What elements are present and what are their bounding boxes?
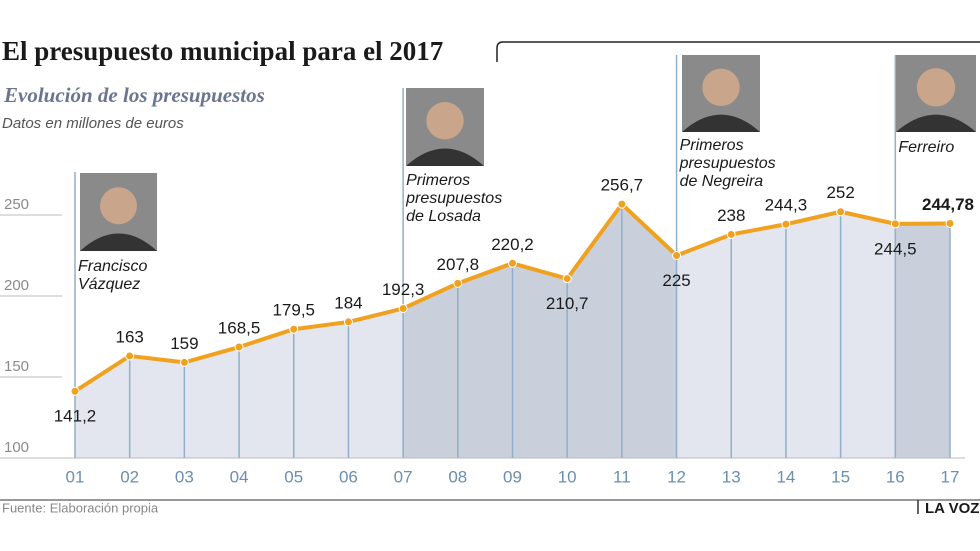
value-label: 220,2 xyxy=(491,235,534,254)
annotation-text: Francisco xyxy=(78,258,147,275)
point xyxy=(234,342,244,352)
point xyxy=(343,317,353,327)
value-label: 225 xyxy=(662,271,690,290)
annotation-text: de Losada xyxy=(406,208,481,225)
x-tick-label: 07 xyxy=(394,467,413,486)
point xyxy=(289,324,299,334)
value-label: 192,3 xyxy=(382,280,425,299)
portrait-body xyxy=(80,233,157,251)
x-tick-label: 02 xyxy=(120,467,139,486)
value-label: 252 xyxy=(826,183,854,202)
point xyxy=(726,229,736,239)
annotation-text: presupuestos xyxy=(679,155,776,172)
annotation-text: de Negreira xyxy=(680,173,764,190)
point xyxy=(617,199,627,209)
portrait-body xyxy=(406,148,484,166)
x-tick-label: 06 xyxy=(339,467,358,486)
x-tick-label: 04 xyxy=(230,467,249,486)
y-tick-label: 100 xyxy=(4,439,29,456)
annotation-text: Vázquez xyxy=(78,276,140,293)
portrait-face xyxy=(702,68,740,107)
units-note: Datos en millones de euros xyxy=(2,115,184,132)
title-frame xyxy=(496,41,980,62)
portrait-face xyxy=(426,102,464,140)
x-tick-label: 09 xyxy=(503,467,522,486)
point xyxy=(453,278,463,288)
annotation-text: Primeros xyxy=(406,172,470,189)
value-label: 256,7 xyxy=(601,176,644,195)
x-tick-label: 08 xyxy=(448,467,467,486)
point xyxy=(781,219,791,229)
x-tick-label: 17 xyxy=(941,467,960,486)
value-label: 141,2 xyxy=(54,407,97,426)
value-label: 168,5 xyxy=(218,319,261,338)
value-label: 163 xyxy=(116,327,144,346)
point xyxy=(70,386,80,396)
logo: LA VOZ xyxy=(925,500,979,517)
plot: 100 150 200 250 01 02 03 04 05 06 07 08 09 10 11 12 13 14… xyxy=(0,55,976,486)
area-band xyxy=(403,204,677,458)
x-tick-label: 12 xyxy=(667,467,686,486)
point xyxy=(179,357,189,367)
annotation-text: presupuestos xyxy=(405,190,502,207)
portrait-body xyxy=(896,114,976,132)
portrait-face xyxy=(100,187,137,225)
y-tick-label: 250 xyxy=(4,196,29,213)
annotation-text: Primeros xyxy=(680,137,744,154)
value-label: 184 xyxy=(334,293,362,312)
value-label: 244,78 xyxy=(922,195,974,214)
point xyxy=(945,218,955,228)
x-tick-label: 10 xyxy=(558,467,577,486)
x-tick-label: 14 xyxy=(776,467,795,486)
x-tick-label: 16 xyxy=(886,467,905,486)
value-label: 207,8 xyxy=(437,255,480,274)
value-label: 238 xyxy=(717,206,745,225)
annotation-text: Ferreiro xyxy=(898,139,954,156)
point xyxy=(508,258,517,268)
x-tick-label: 13 xyxy=(722,467,741,486)
point xyxy=(398,303,408,313)
point xyxy=(672,251,682,260)
point xyxy=(562,274,572,284)
chart-title: El presupuesto municipal para el 2017 xyxy=(2,36,443,66)
value-label: 244,5 xyxy=(874,239,917,258)
x-tick-label: 15 xyxy=(831,467,850,486)
value-label: 244,3 xyxy=(765,196,808,215)
value-label: 210,7 xyxy=(546,294,589,313)
point xyxy=(890,219,900,229)
x-tick-label: 11 xyxy=(613,467,631,486)
x-tick-label: 05 xyxy=(284,467,303,486)
source: Fuente: Elaboración propia xyxy=(2,500,159,515)
value-label: 179,5 xyxy=(272,301,315,320)
point xyxy=(836,207,846,217)
area-band xyxy=(895,223,950,458)
value-label: 159 xyxy=(170,334,198,353)
chart-subtitle: Evolución de los presupuestos xyxy=(3,83,265,107)
y-tick-label: 200 xyxy=(4,277,29,294)
y-tick-label: 150 xyxy=(4,358,29,375)
x-tick-label: 01 xyxy=(66,467,85,486)
portrait-body xyxy=(682,114,760,132)
portrait-face xyxy=(916,68,956,107)
x-tick-label: 03 xyxy=(175,467,194,486)
point xyxy=(125,351,135,361)
